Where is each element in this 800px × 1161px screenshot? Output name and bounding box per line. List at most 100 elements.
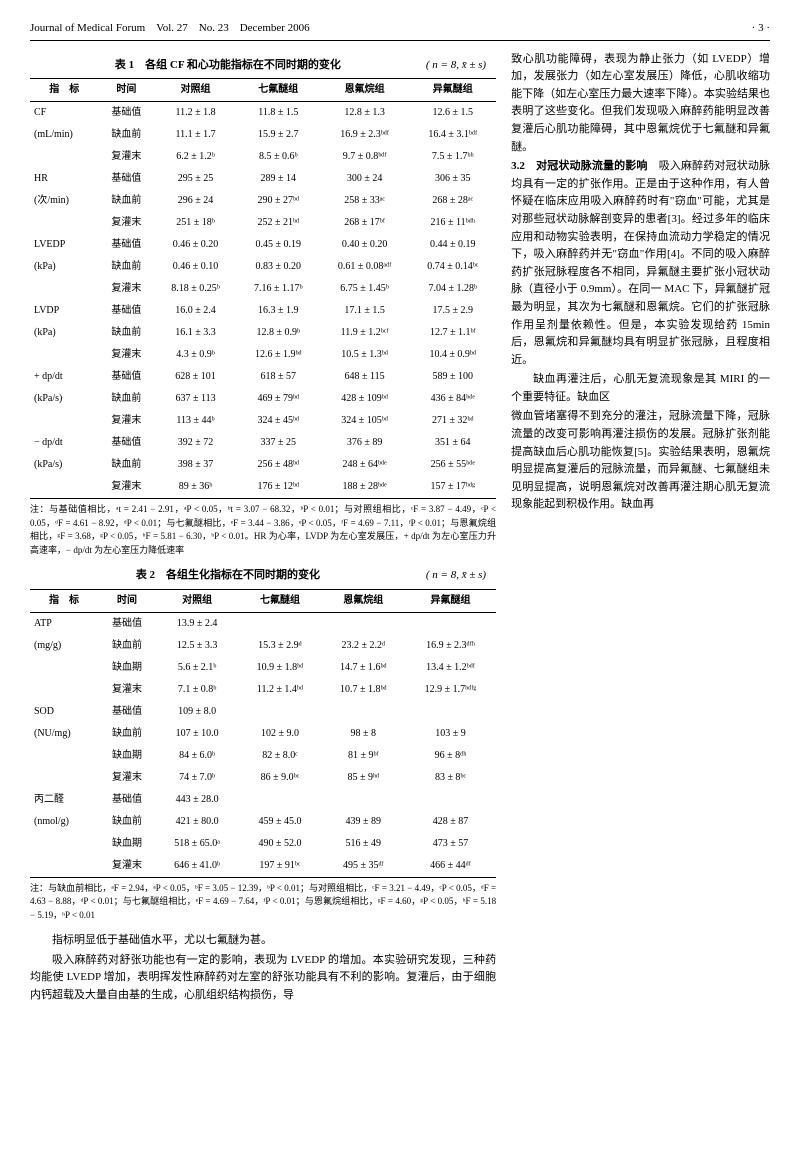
table-cell: + dp/dt — [30, 366, 99, 388]
table-cell: 15.9 ± 2.7 — [237, 124, 320, 146]
table-cell: 11.8 ± 1.5 — [237, 102, 320, 125]
table-cell: 176 ± 12ᵇᵈ — [237, 476, 320, 499]
table-cell: 516 ± 49 — [322, 833, 405, 855]
table-cell: 复灌末 — [99, 410, 155, 432]
table-cell: 4.3 ± 0.9ᵇ — [154, 344, 237, 366]
table-cell: 188 ± 28ᵇᵈᵉ — [320, 476, 410, 499]
table-cell: 23.2 ± 2.2ᵈ — [322, 635, 405, 657]
table-cell: 基础值 — [99, 168, 155, 190]
table-header: 时间 — [98, 589, 156, 612]
table-cell: 16.9 ± 2.3ᵈᶠʰ — [405, 635, 496, 657]
table-cell: 256 ± 55ᵇᵈᵉ — [410, 454, 497, 476]
table-row: 复灌末74 ± 7.0ᵇ86 ± 9.0ᵇᶜ85 ± 9ᵇᵈ83 ± 8ᵇᶜ — [30, 767, 496, 789]
table-cell: 324 ± 45ᵇᵈ — [237, 410, 320, 432]
table1-title: 表 1 各组 CF 和心功能指标在不同时期的变化 ( n = 8, x̄ ± s… — [30, 57, 496, 75]
table-row: ATP基础值13.9 ± 2.4 — [30, 612, 496, 635]
table-cell: 84 ± 6.0ᵇ — [156, 745, 238, 767]
table-cell: 268 ± 28ᵃᶜ — [410, 190, 497, 212]
table-cell: 258 ± 33ᵃᶜ — [320, 190, 410, 212]
table-cell: 428 ± 87 — [405, 811, 496, 833]
table-cell: 490 ± 52.0 — [238, 833, 321, 855]
table-row: (kPa)缺血前16.1 ± 3.312.8 ± 0.9ᵇ11.9 ± 1.2ᵇ… — [30, 322, 496, 344]
left-para-2: 吸入麻醉药对舒张功能也有一定的影响，表现为 LVEDP 的增加。本实验研究发现，… — [30, 952, 496, 1005]
table-cell: 15.3 ± 2.9ᵈ — [238, 635, 321, 657]
table-cell: 缺血前 — [99, 388, 155, 410]
table-cell — [30, 833, 98, 855]
table2-title: 表 2 各组生化指标在不同时期的变化 ( n = 8, x̄ ± s) — [30, 567, 496, 585]
table-cell — [30, 212, 99, 234]
table-cell: 基础值 — [98, 612, 156, 635]
right-para-3: 缺血再灌注后，心肌无复流现象是其 MIRI 的一个重要特征。缺血区 — [511, 371, 770, 406]
table-cell: (kPa) — [30, 322, 99, 344]
left-column: 表 1 各组 CF 和心功能指标在不同时期的变化 ( n = 8, x̄ ± s… — [30, 51, 496, 1007]
table-cell: 11.1 ± 1.7 — [154, 124, 237, 146]
table-cell: 17.1 ± 1.5 — [320, 300, 410, 322]
table-cell: 197 ± 91ᵇᶜ — [238, 855, 321, 878]
table-cell — [30, 745, 98, 767]
table-cell: (mL/min) — [30, 124, 99, 146]
table-cell: 351 ± 64 — [410, 432, 497, 454]
table-row: (次/min)缺血前296 ± 24290 ± 27ᵇᵈ258 ± 33ᵃᶜ26… — [30, 190, 496, 212]
table-cell: 74 ± 7.0ᵇ — [156, 767, 238, 789]
table-cell: 300 ± 24 — [320, 168, 410, 190]
table-cell: (次/min) — [30, 190, 99, 212]
table-cell: 436 ± 84ᵇᵈᵉ — [410, 388, 497, 410]
table-row: 复灌末251 ± 18ᵇ252 ± 21ᵇᵈ268 ± 17ᵇᶠ216 ± 11… — [30, 212, 496, 234]
table-cell: 7.04 ± 1.28ᵇ — [410, 278, 497, 300]
table-cell: 256 ± 48ᵇᵈ — [237, 454, 320, 476]
table-cell: 295 ± 25 — [154, 168, 237, 190]
table-row: (kPa/s)缺血前398 ± 37256 ± 48ᵇᵈ248 ± 64ᵇᵈᵉ2… — [30, 454, 496, 476]
table-header: 时间 — [99, 79, 155, 102]
table-cell: 16.9 ± 2.3ᵇᵈᶠ — [320, 124, 410, 146]
table-cell: 103 ± 9 — [405, 723, 496, 745]
table-cell: 466 ± 44ᵈᶠ — [405, 855, 496, 878]
table-header: 七氟醚组 — [237, 79, 320, 102]
table-cell — [238, 789, 321, 811]
table-cell: 基础值 — [98, 701, 156, 723]
table-cell: 基础值 — [99, 300, 155, 322]
table2-note: 注：与缺血前相比，ᵃF = 2.94，ᵃP < 0.05，ᵇF = 3.05 −… — [30, 882, 496, 923]
table-cell: 443 ± 28.0 — [156, 789, 238, 811]
table-header: 对照组 — [156, 589, 238, 612]
table-cell: 复灌末 — [99, 212, 155, 234]
table-cell: 复灌末 — [99, 344, 155, 366]
table-cell — [322, 789, 405, 811]
table-cell: 14.7 ± 1.6ᵇᵈ — [322, 657, 405, 679]
table-cell: (kPa/s) — [30, 454, 99, 476]
table-cell: 缺血前 — [99, 322, 155, 344]
table-cell: 0.74 ± 0.14ᵇᶜ — [410, 256, 497, 278]
left-para-1: 指标明显低于基础值水平，尤以七氟醚为甚。 — [30, 932, 496, 950]
table-cell: 102 ± 9.0 — [238, 723, 321, 745]
table-cell: 0.61 ± 0.08ᵃᵈᶠ — [320, 256, 410, 278]
table-cell: 12.6 ± 1.5 — [410, 102, 497, 125]
table-cell — [30, 767, 98, 789]
table-cell — [30, 855, 98, 878]
table-cell: 0.46 ± 0.20 — [154, 234, 237, 256]
table-row: 复灌末89 ± 36ᵇ176 ± 12ᵇᵈ188 ± 28ᵇᵈᵉ157 ± 17… — [30, 476, 496, 499]
table-cell: 缺血期 — [98, 833, 156, 855]
right-column: 致心肌功能障碍，表现为静止张力（如 LVEDP）增加，发展张力（如左心室发展压）… — [511, 51, 770, 1007]
table-header: 七氟醚组 — [238, 589, 321, 612]
table-cell: (nmol/g) — [30, 811, 98, 833]
table-cell — [405, 612, 496, 635]
table-row: (nmol/g)缺血前421 ± 80.0459 ± 45.0439 ± 894… — [30, 811, 496, 833]
table-row: (NU/mg)缺血前107 ± 10.0102 ± 9.098 ± 8103 ±… — [30, 723, 496, 745]
table-header: 异氟醚组 — [410, 79, 497, 102]
table-row: 复灌末6.2 ± 1.2ᵇ8.5 ± 0.6ᵇ9.7 ± 0.8ᵇᵈᶠ7.5 ±… — [30, 146, 496, 168]
table-cell: 12.5 ± 3.3 — [156, 635, 238, 657]
table-cell: 12.9 ± 1.7ᵇᵈᶠᵍ — [405, 679, 496, 701]
table-cell — [30, 679, 98, 701]
table-cell: 89 ± 36ᵇ — [154, 476, 237, 499]
table-row: SOD基础值109 ± 8.0 — [30, 701, 496, 723]
table-cell: 7.16 ± 1.17ᵇ — [237, 278, 320, 300]
right-para-1: 致心肌功能障碍，表现为静止张力（如 LVEDP）增加，发展张力（如左心室发展压）… — [511, 51, 770, 157]
table-cell: 7.1 ± 0.8ᵇ — [156, 679, 238, 701]
table-cell: 8.5 ± 0.6ᵇ — [237, 146, 320, 168]
table-cell — [238, 701, 321, 723]
table-cell: 473 ± 57 — [405, 833, 496, 855]
table-cell: 基础值 — [99, 432, 155, 454]
table-row: HR基础值295 ± 25289 ± 14300 ± 24306 ± 35 — [30, 168, 496, 190]
table-cell: 109 ± 8.0 — [156, 701, 238, 723]
table1-note: 注：与基础值相比，ᵃt = 2.41 − 2.91，ᵃP < 0.05，ᵇt =… — [30, 503, 496, 557]
table-cell: 0.45 ± 0.19 — [237, 234, 320, 256]
